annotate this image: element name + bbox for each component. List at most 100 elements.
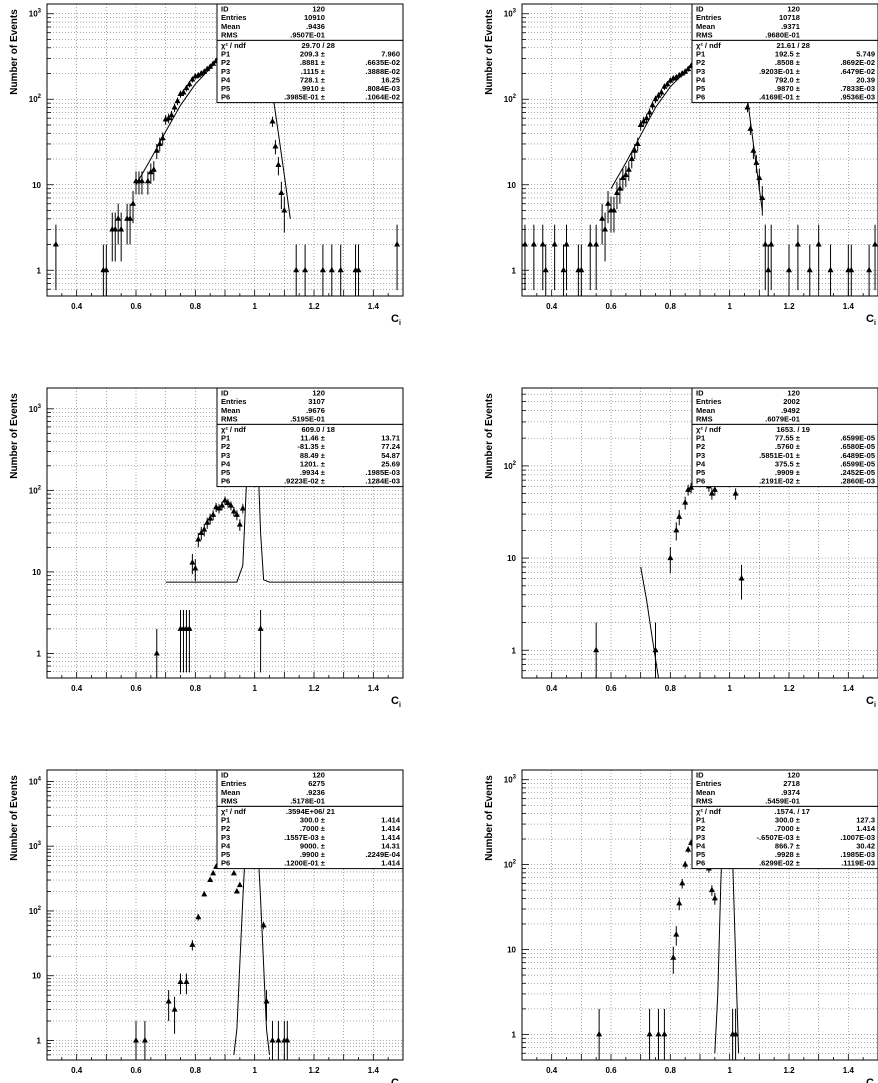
marker-triangle [207,515,214,521]
data-point [144,171,151,195]
marker-triangle [605,200,612,206]
marker-triangle [732,1030,739,1037]
stats-param-error: .6599E-05 [840,459,875,468]
stats-param-error: 16.25 [381,75,400,84]
marker-triangle [210,511,217,517]
stats-param-name: P6 [696,477,705,486]
stats-label-entries: Entries [696,13,721,22]
data-point [230,507,237,517]
stats-param-value: 375.5 ± [775,459,800,468]
stats-value-entries: 2718 [783,779,800,788]
x-tick-label: 1.2 [308,302,320,311]
stats-label-id: ID [696,771,704,780]
stats-value-rms: .9507E-01 [290,30,325,39]
x-tick-label: 0.4 [71,1066,83,1075]
stats-box: ID 120 Entries 10718 Mean .9371 RMS .9680E-01 χ²… [691,3,878,104]
marker-triangle [560,266,567,273]
data-point [153,143,160,160]
x-tick-label: 1.4 [368,1066,380,1075]
stats-param-value: .9900 ± [300,850,325,859]
marker-triangle [165,998,172,1004]
data-point [263,990,270,1022]
y-tick-label: 10 [507,181,516,190]
stats-param-error: 13.71 [381,434,400,443]
y-tick-label: 103 [504,9,517,19]
stats-label-mean: Mean [221,788,241,797]
data-point [195,71,202,79]
marker-triangle [115,215,122,221]
data-point [646,108,653,118]
stats-box: ID 120 Entries 3107 Mean .9676 RMS .5195E-01 χ² … [216,387,404,488]
marker-triangle [192,565,199,571]
data-point [156,137,163,152]
data-point [530,224,537,291]
data-point [599,203,606,245]
y-tick-label: 10 [32,181,41,190]
stats-param-name: P6 [221,859,230,868]
stats-fit-box [216,423,404,488]
y-tick-label: 10 [32,972,41,981]
stats-param-value: 9000. ± [300,841,325,850]
marker-triangle [183,978,190,985]
marker-triangle [768,241,775,247]
stats-value-mean: .9371 [781,22,800,31]
data-point [664,80,671,88]
data-point [236,881,243,888]
chart-panel-top-right: 0.4 0.6 0.8 1 1.2 1.4 1 10 102 103 Number of Event… [484,3,878,327]
marker-triangle [658,88,665,95]
marker-triangle [646,1030,653,1037]
data-point [159,132,166,146]
marker-triangle [189,559,196,565]
data-point [605,191,612,224]
marker-triangle [180,88,187,95]
data-point [133,1021,139,1060]
marker-triangle [794,241,801,247]
data-point [224,498,231,508]
data-point [337,244,344,296]
stats-value-entries: 10718 [779,13,800,22]
data-point [189,76,196,83]
stats-param-name: P5 [221,84,230,93]
data-point [794,224,801,291]
data-point [768,224,775,291]
marker-triangle [619,174,626,180]
stats-param-error: 1.414 [381,824,401,833]
data-point [257,609,264,673]
data-point [646,1008,653,1060]
marker-triangle [355,266,362,273]
y-tick-label: 103 [29,404,42,414]
data-point [679,70,686,77]
y-axis-title: Number of Events [9,775,20,861]
stats-param-name: P4 [221,459,231,468]
data-point [593,224,600,291]
data-point [587,224,594,291]
stats-param-error: .1064E-02 [365,93,400,102]
marker-triangle [210,869,217,876]
data-point [103,244,110,296]
data-point [355,244,362,296]
x-tick-label: 1.2 [783,302,795,311]
stats-param-error: .1985E-03 [365,468,400,477]
data-point [207,876,214,883]
marker-triangle [679,70,686,76]
stats-param-value: 192.5 ± [775,50,800,59]
stats-box: ID 120 Entries 2002 Mean .9492 RMS .6079E-01 χ² … [691,387,878,488]
stats-param-name: P1 [696,50,705,59]
marker-triangle [103,266,110,273]
data-point [622,165,629,188]
stats-label-rms: RMS [696,30,713,39]
marker-triangle [616,185,623,191]
stats-value-mean: .9436 [306,22,325,31]
chart-panel-middle-right: 0.4 0.6 0.8 1 1.2 1.4 1 10 102 Number of Events Ci… [484,387,878,709]
stats-param-value: .9934 ± [300,468,325,477]
data-point [593,622,600,678]
stats-header-box [691,387,878,425]
marker-triangle [319,266,326,273]
marker-triangle [278,189,285,196]
marker-triangle [195,913,202,920]
x-tick-label: 0.4 [71,684,83,693]
stats-box: ID 120 Entries 10910 Mean .9436 RMS .9507E-01 χ²… [216,3,404,104]
stats-param-value: .1557E-03 ± [284,833,325,842]
marker-triangle [195,535,202,542]
x-tick-label: 0.4 [546,1066,558,1075]
